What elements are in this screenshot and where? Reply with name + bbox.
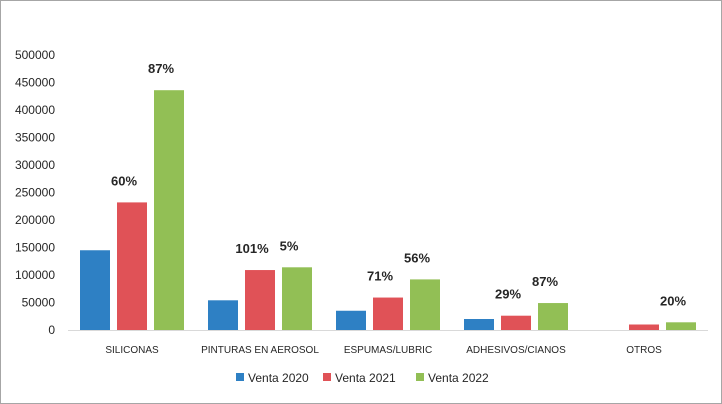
legend-swatch (416, 373, 424, 381)
bar (208, 300, 238, 330)
x-tick-label: PINTURAS EN AEROSOL (201, 345, 319, 356)
percent-annotations: 60% 87% 101% 5% 71% 56% 29% 87% 20% (111, 61, 686, 308)
legend-label: Venta 2021 (335, 371, 396, 385)
legend-label: Venta 2022 (428, 371, 489, 385)
legend-swatch (323, 373, 331, 381)
x-tick-label: SILICONAS (105, 345, 159, 356)
bar (501, 315, 531, 330)
legend: Venta 2020 Venta 2021 Venta 2022 (236, 371, 489, 385)
x-tick-label: ESPUMAS/LUBRIC (344, 345, 432, 356)
y-tick-label: 100000 (15, 268, 55, 282)
y-tick-label: 150000 (15, 241, 55, 255)
percent-label: 29% (495, 287, 521, 302)
bar (538, 303, 568, 330)
y-tick-label: 300000 (15, 158, 55, 172)
percent-label: 60% (111, 173, 137, 188)
y-tick-label: 500000 (15, 48, 55, 62)
legend-swatch (236, 373, 244, 381)
bar (666, 322, 696, 330)
y-tick-label: 250000 (15, 186, 55, 200)
percent-label: 56% (404, 250, 430, 265)
bar (464, 319, 494, 330)
y-tick-label: 350000 (15, 131, 55, 145)
bar (245, 270, 275, 330)
y-tick-label: 50000 (22, 296, 56, 310)
percent-label: 5% (280, 238, 299, 253)
x-tick-label: OTROS (626, 345, 662, 356)
bar (154, 90, 184, 330)
bar (80, 250, 110, 330)
y-axis: 0 50000 100000 150000 200000 250000 300000 3500… (15, 48, 55, 337)
bar (373, 297, 403, 330)
x-tick-label: ADHESIVOS/CIANOS (466, 345, 566, 356)
bar (410, 279, 440, 330)
bar (117, 202, 147, 330)
y-tick-label: 200000 (15, 213, 55, 227)
y-tick-label: 0 (48, 323, 55, 337)
y-tick-label: 400000 (15, 103, 55, 117)
bar (629, 324, 659, 330)
bar (282, 267, 312, 330)
percent-label: 87% (532, 274, 558, 289)
y-tick-label: 450000 (15, 76, 55, 90)
percent-label: 20% (660, 293, 686, 308)
legend-label: Venta 2020 (248, 371, 309, 385)
bar (336, 310, 366, 330)
percent-label: 87% (148, 61, 174, 76)
percent-label: 101% (235, 241, 269, 256)
x-axis: SILICONAS PINTURAS EN AEROSOL ESPUMAS/LUBR… (68, 330, 708, 356)
percent-label: 71% (367, 269, 393, 284)
bars (80, 90, 696, 330)
